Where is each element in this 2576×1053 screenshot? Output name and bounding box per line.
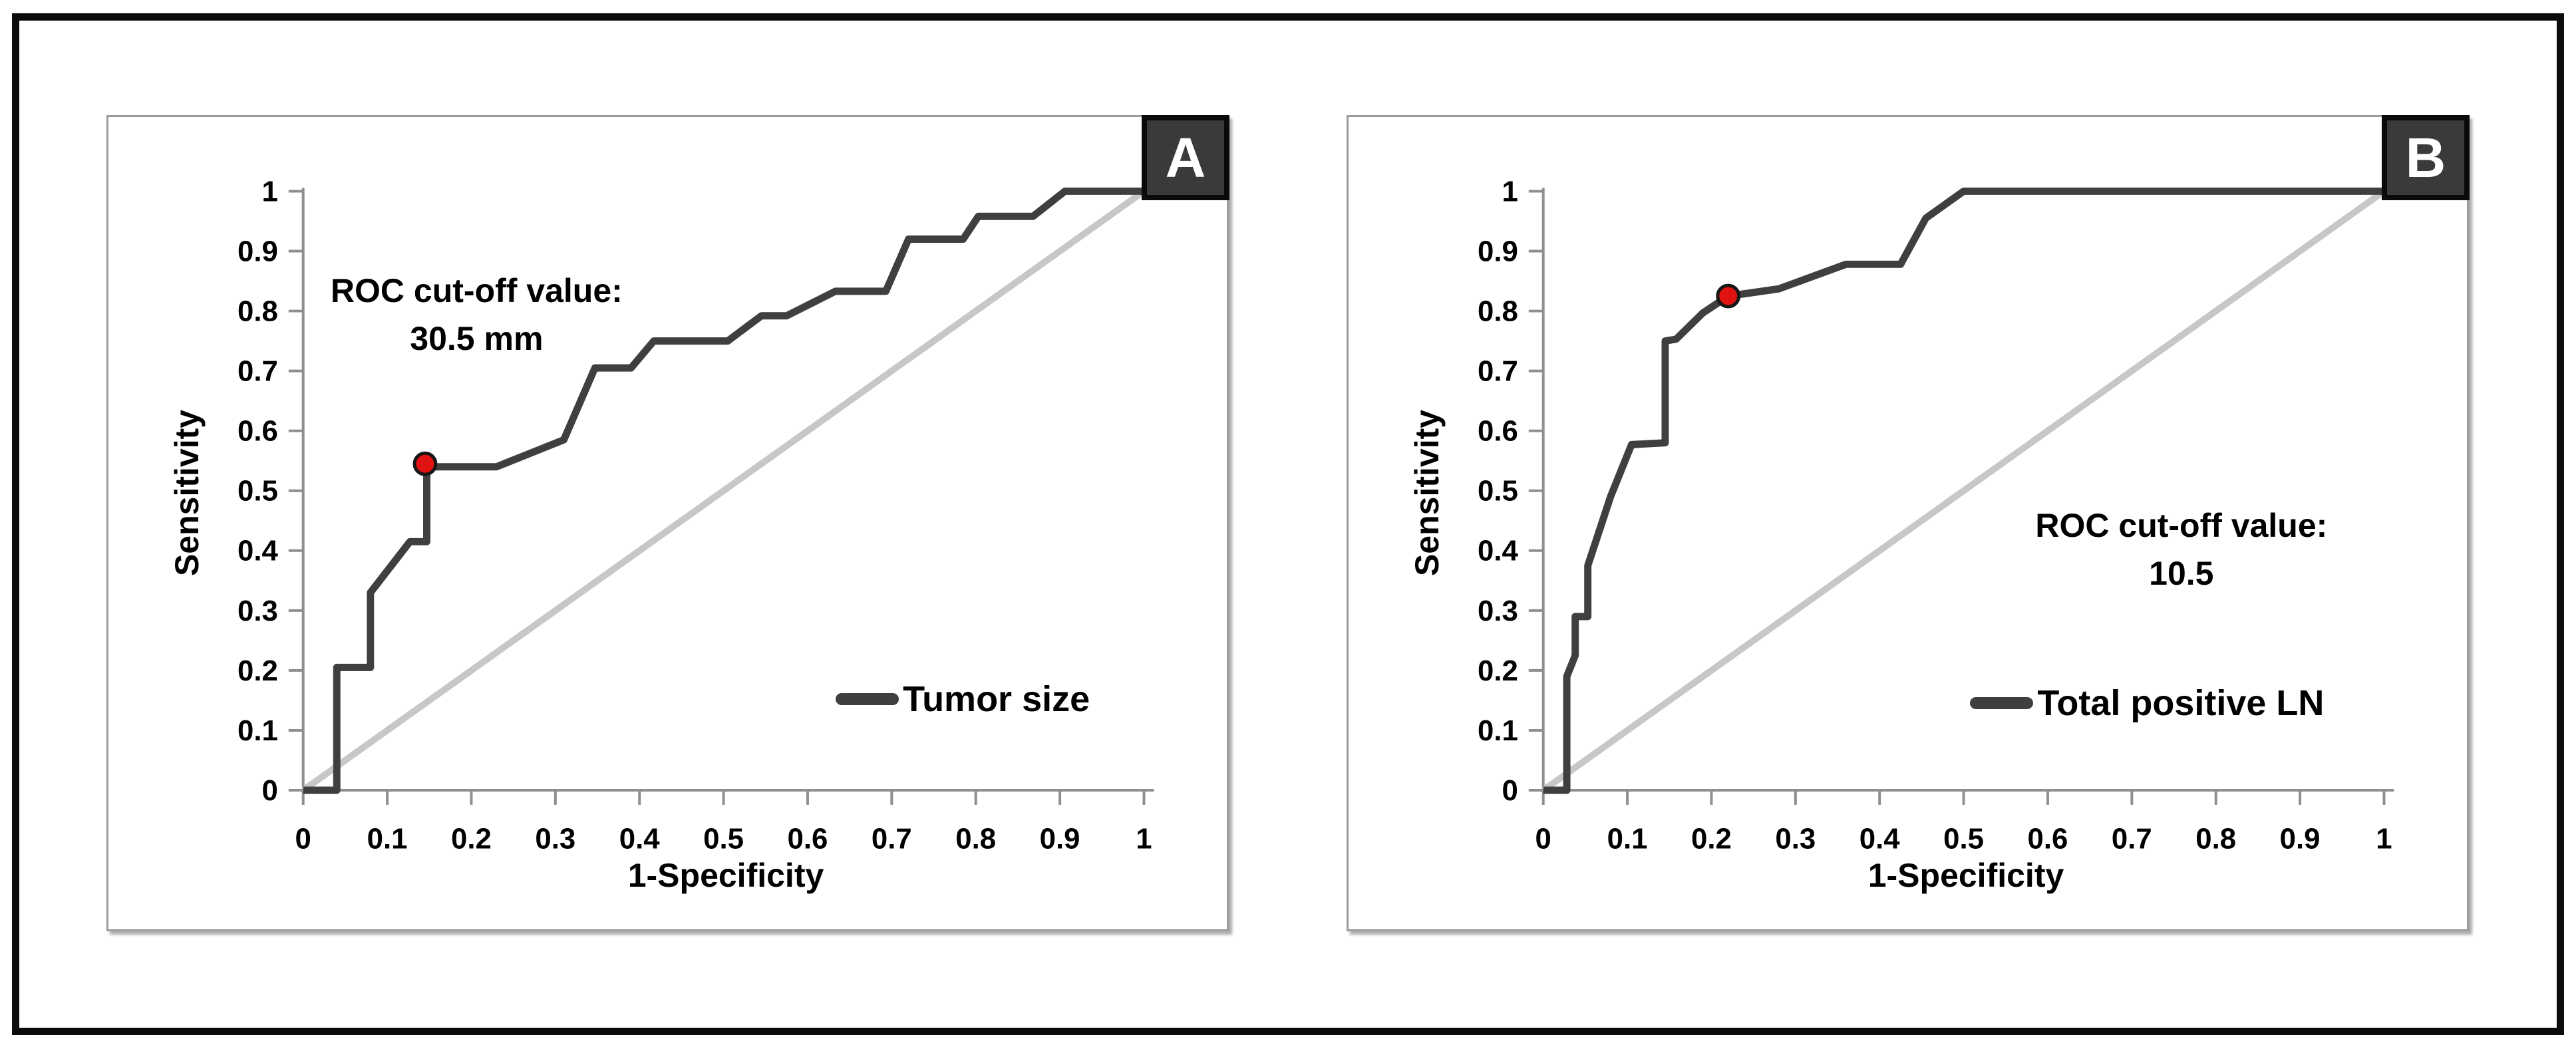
- roc-curve: [1543, 187, 2384, 794]
- x-axis-title: 1-Specificity: [1867, 857, 2064, 894]
- cutoff-point-marker: [412, 451, 438, 476]
- cutoff-annotation: ROC cut-off value: 30.5 mm: [331, 267, 623, 363]
- y-tick-label: 0.7: [1478, 355, 1518, 388]
- y-tick-label: 0.5: [238, 475, 278, 508]
- y-tick-label: 0.5: [1478, 475, 1518, 508]
- x-tick-label: 0.8: [955, 823, 996, 855]
- x-tick-label: 0.6: [2028, 823, 2068, 855]
- cutoff-annotation: ROC cut-off value: 10.5: [2035, 502, 2327, 597]
- cutoff-annotation-line2: 30.5 mm: [410, 320, 544, 358]
- panel-letter-badge-b: B: [2382, 115, 2470, 200]
- x-tick-label: 0.5: [1943, 823, 1984, 855]
- x-tick-label: 0.4: [1859, 823, 1901, 855]
- roc-plot-b: 0 0.1 0.2 0.3 0.4 0.5 0.6 0.7 0.8 0.9 1 0 0.1 0.2 0.3 0…: [1478, 175, 2394, 855]
- y-tick-label: 0.8: [1478, 295, 1518, 327]
- y-tick-label: 0.3: [1478, 595, 1518, 627]
- y-tick-label: 0.3: [238, 595, 278, 627]
- y-tick-label: 0.7: [238, 355, 278, 388]
- legend-label: Total positive LN: [2037, 683, 2325, 724]
- roc-plot-a: 0 0.1 0.2 0.3 0.4 0.5 0.6 0.7 0.8 0.9 1 0 0.1 0.2 0.3 0…: [238, 175, 1154, 855]
- y-tick-label: 0: [262, 774, 278, 807]
- x-tick-label: 0.1: [1607, 823, 1648, 855]
- x-tick-label: 0.7: [872, 823, 912, 855]
- y-tick-label: 0.9: [1478, 235, 1518, 267]
- y-tick-label: 0.2: [1478, 655, 1518, 687]
- y-tick-label: 0.1: [1478, 714, 1518, 747]
- legend: Tumor size: [836, 678, 1090, 720]
- cutoff-annotation-line1: ROC cut-off value:: [2035, 507, 2328, 545]
- x-tick-label: 0.1: [367, 823, 408, 855]
- x-tick-label: 1: [1136, 823, 1152, 855]
- y-tick-label: 1: [1502, 175, 1518, 208]
- x-tick-label: 0.9: [2280, 823, 2321, 855]
- y-tick-label: 0.6: [238, 415, 278, 448]
- x-tick-label: 0.8: [2195, 823, 2236, 855]
- y-tick-label: 1: [262, 175, 278, 208]
- panel-b: 0 0.1 0.2 0.3 0.4 0.5 0.6 0.7 0.8 0.9 1 0 0.1 0.2 0.3 0…: [1347, 115, 2470, 931]
- y-tick-label: 0.4: [238, 535, 278, 567]
- legend: Total positive LN: [1970, 682, 2324, 724]
- legend-line-sample: [836, 692, 899, 705]
- x-tick-label: 1: [2376, 823, 2392, 855]
- x-axis-title: 1-Specificity: [627, 857, 824, 894]
- x-tick-label: 0.7: [2112, 823, 2152, 855]
- y-tick-label: 0.4: [1478, 535, 1519, 567]
- legend-line-sample: [1970, 697, 2034, 710]
- y-tick-label: 0.9: [238, 235, 278, 267]
- x-tick-label: 0: [1535, 823, 1551, 855]
- x-tick-label: 0: [295, 823, 311, 855]
- panel-letter-badge-a: A: [1142, 115, 1229, 200]
- y-tick-label: 0.8: [238, 295, 278, 327]
- cutoff-annotation-line1: ROC cut-off value:: [330, 272, 623, 310]
- x-tick-label: 0.3: [1775, 823, 1816, 855]
- roc-curve: [303, 187, 1144, 794]
- cutoff-annotation-line2: 10.5: [2149, 555, 2214, 593]
- y-tick-label: 0.2: [238, 655, 278, 687]
- x-tick-label: 0.2: [451, 823, 492, 855]
- x-tick-label: 0.9: [1040, 823, 1080, 855]
- y-tick-label: 0.6: [1478, 415, 1518, 448]
- diagonal-reference-line: [1541, 188, 2386, 794]
- x-tick-label: 0.5: [703, 823, 744, 855]
- y-axis-title: Sensitivity: [168, 409, 206, 577]
- y-tick-label: 0.1: [238, 714, 278, 747]
- diagonal-reference-line: [301, 188, 1146, 794]
- panel-a: 0 0.1 0.2 0.3 0.4 0.5 0.6 0.7 0.8 0.9 1 0 0.1 0.2 0.3 0…: [106, 115, 1229, 931]
- x-tick-label: 0.4: [619, 823, 660, 855]
- y-tick-label: 0: [1502, 774, 1518, 807]
- legend-label: Tumor size: [903, 678, 1090, 719]
- x-tick-label: 0.6: [788, 823, 828, 855]
- x-tick-label: 0.3: [535, 823, 575, 855]
- x-tick-label: 0.2: [1691, 823, 1732, 855]
- cutoff-point-marker: [1716, 283, 1741, 309]
- y-axis-title: Sensitivity: [1408, 409, 1446, 577]
